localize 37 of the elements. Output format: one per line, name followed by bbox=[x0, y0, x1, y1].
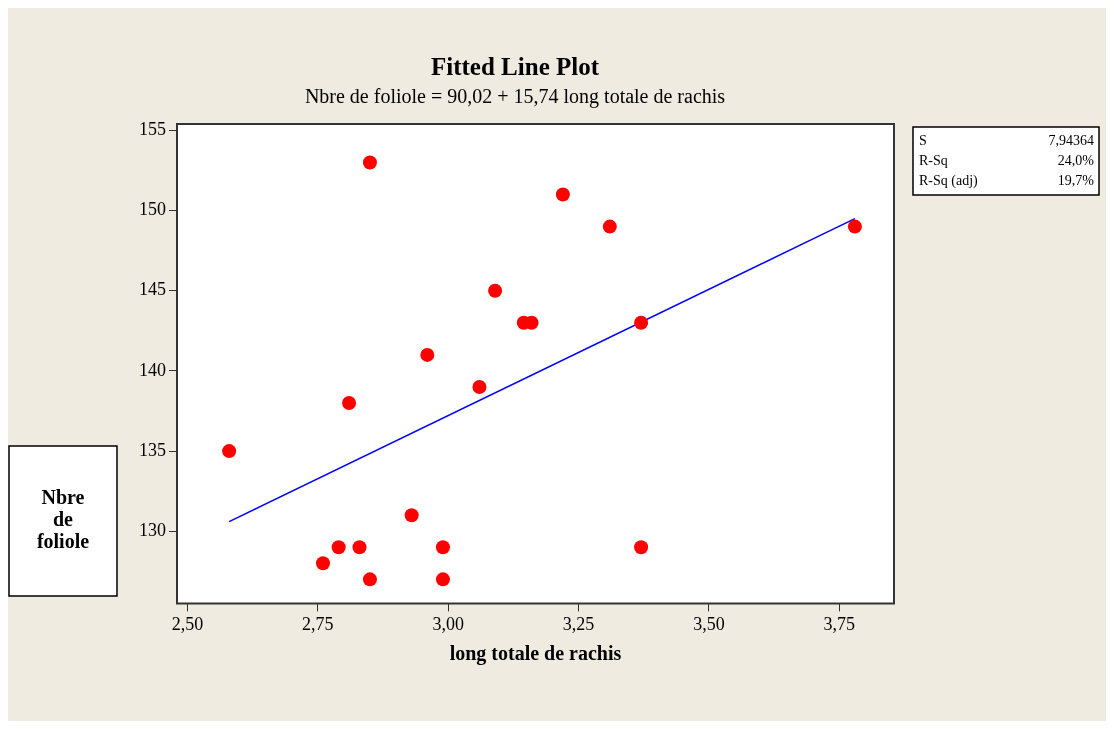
point bbox=[847, 219, 862, 234]
x-tick-label: 3,25 bbox=[562, 613, 595, 634]
y-tick-label: 155 bbox=[139, 119, 166, 140]
point bbox=[634, 315, 649, 330]
y-tick-label: 145 bbox=[139, 279, 166, 300]
chart-subtitle: Nbre de foliole = 90,02 + 15,74 long totale de rachis bbox=[304, 85, 726, 109]
point bbox=[362, 572, 377, 587]
y-axis-title: Nbre de foliole bbox=[36, 486, 90, 553]
text: R-Sq (adj) 19,7% bbox=[919, 172, 1094, 188]
y-tick-label: 135 bbox=[139, 439, 166, 460]
point bbox=[222, 444, 237, 459]
point bbox=[316, 556, 331, 571]
point bbox=[488, 283, 503, 298]
point bbox=[342, 395, 357, 410]
y-tick-label: 140 bbox=[139, 359, 166, 380]
text: S 7,94364 bbox=[919, 132, 1094, 148]
point bbox=[435, 572, 450, 587]
point bbox=[352, 540, 367, 555]
x-tick-label: 3,50 bbox=[693, 613, 725, 634]
point bbox=[472, 379, 487, 394]
text: R-Sq 24,0% bbox=[919, 152, 1094, 168]
x-tick-label: 3,75 bbox=[823, 613, 855, 634]
point bbox=[362, 155, 377, 170]
chart-title: Fitted Line Plot bbox=[430, 53, 600, 81]
point bbox=[602, 219, 617, 234]
x-axis-title: long totale de rachis bbox=[449, 642, 622, 666]
point bbox=[634, 540, 649, 555]
point bbox=[404, 508, 419, 523]
y-tick-label: 130 bbox=[139, 519, 166, 540]
x-tick-label: 2,50 bbox=[171, 613, 204, 634]
point bbox=[420, 347, 435, 362]
point bbox=[331, 540, 346, 555]
point bbox=[435, 540, 450, 555]
x-tick-label: 2,75 bbox=[302, 613, 334, 634]
y-tick-label: 150 bbox=[139, 199, 166, 220]
x-tick-label: 3,00 bbox=[432, 613, 464, 634]
point bbox=[555, 187, 570, 202]
